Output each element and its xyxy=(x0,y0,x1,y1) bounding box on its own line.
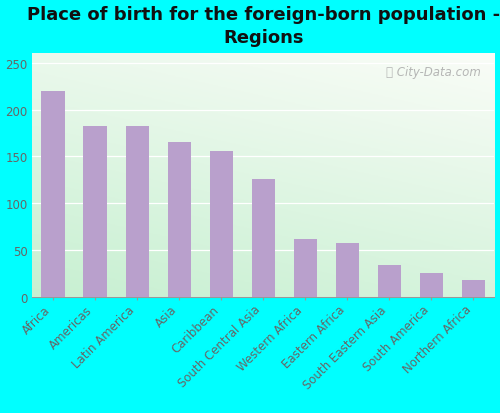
Bar xyxy=(252,180,275,297)
Bar xyxy=(168,143,190,297)
Bar xyxy=(42,92,64,297)
Bar xyxy=(126,127,148,297)
Bar xyxy=(462,280,485,297)
Bar xyxy=(294,240,317,297)
Bar xyxy=(378,266,401,297)
Title: Place of birth for the foreign-born population -
Regions: Place of birth for the foreign-born popu… xyxy=(26,5,500,47)
Bar xyxy=(420,273,443,297)
Bar xyxy=(84,127,106,297)
Bar xyxy=(336,243,359,297)
Text: ⓘ City-Data.com: ⓘ City-Data.com xyxy=(386,66,480,79)
Bar xyxy=(210,152,233,297)
